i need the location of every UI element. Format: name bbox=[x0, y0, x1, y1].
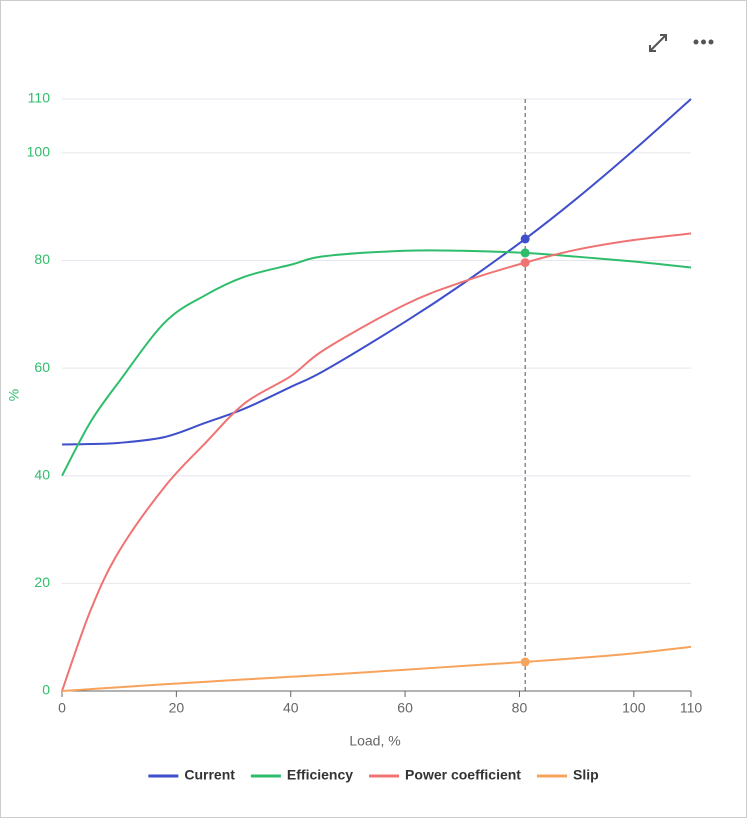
legend-item[interactable]: Current bbox=[148, 767, 235, 783]
expand-button[interactable] bbox=[649, 34, 667, 52]
legend-item[interactable]: Power coefficient bbox=[369, 767, 521, 783]
x-tick-label: 80 bbox=[512, 700, 528, 716]
x-tick-label: 40 bbox=[283, 700, 299, 716]
x-tick-label: 100 bbox=[622, 700, 646, 716]
legend-label: Slip bbox=[573, 767, 599, 783]
series-line bbox=[61, 232, 692, 692]
series-line bbox=[61, 645, 692, 692]
x-tick-label: 20 bbox=[169, 700, 185, 716]
x-tick-label: 0 bbox=[58, 700, 66, 716]
hover-point bbox=[520, 248, 530, 258]
y-tick-label: 110 bbox=[28, 90, 51, 106]
x-tick-label: 60 bbox=[397, 700, 413, 716]
y-tick-label: 0 bbox=[42, 682, 50, 698]
legend-item[interactable]: Slip bbox=[536, 767, 599, 783]
hover-point bbox=[520, 258, 530, 268]
series-line bbox=[61, 98, 692, 446]
y-tick-label: 80 bbox=[34, 251, 50, 267]
series-line bbox=[61, 249, 692, 477]
legend-label: Power coefficient bbox=[405, 767, 521, 783]
x-axis-label: Load, % bbox=[349, 733, 400, 749]
y-tick-label: 100 bbox=[27, 144, 51, 160]
more-button[interactable] bbox=[693, 39, 714, 45]
y-axis-label: % bbox=[6, 389, 22, 401]
legend-label: Current bbox=[184, 767, 235, 783]
y-tick-label: 60 bbox=[34, 359, 50, 375]
hover-point bbox=[520, 657, 530, 667]
y-tick-label: 40 bbox=[34, 466, 50, 482]
y-tick-label: 20 bbox=[34, 574, 50, 590]
legend-item[interactable]: Efficiency bbox=[250, 767, 353, 783]
legend: Current Efficiency Power coefficient Slip bbox=[148, 767, 599, 783]
x-tick-label: 110 bbox=[680, 700, 703, 716]
legend-label: Efficiency bbox=[287, 767, 353, 783]
hover-point bbox=[520, 234, 530, 244]
